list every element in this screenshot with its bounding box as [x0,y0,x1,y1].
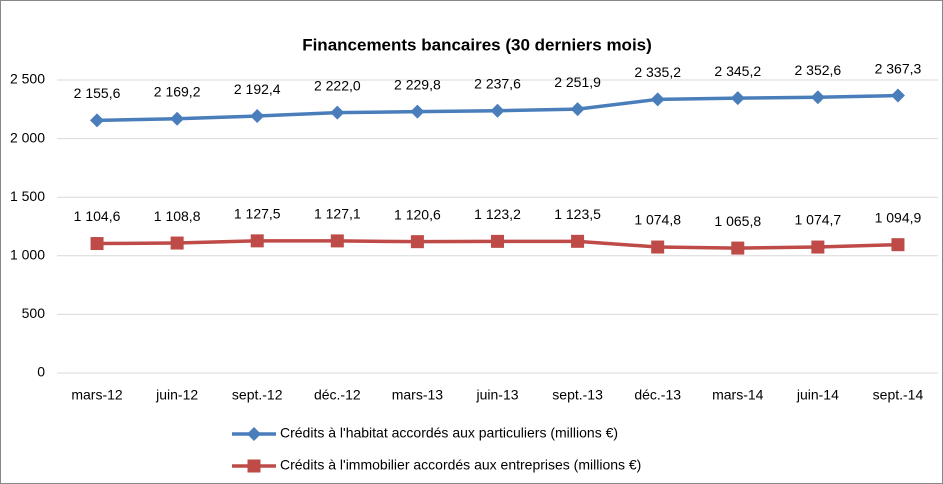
x-tick-label: mars-13 [392,387,444,403]
data-point [731,241,745,255]
data-point [811,240,825,254]
data-label: 1 094,9 [875,209,922,225]
data-label: 1 074,8 [634,212,681,228]
legend-label: Crédits à l'habitat accordés aux particu… [280,425,618,441]
data-point [410,235,424,249]
data-label: 1 127,5 [234,206,281,222]
data-label: 2 345,2 [714,63,761,79]
data-label: 1 123,2 [474,206,521,222]
legend-marker [247,459,261,473]
y-tick-label: 0 [37,364,45,380]
data-label: 1 120,6 [394,206,441,222]
chart-title: Financements bancaires (30 derniers mois… [302,35,652,54]
data-label: 2 335,2 [634,64,681,80]
legend-marker [247,427,261,441]
x-tick-label: déc.-12 [314,387,361,403]
y-tick-label: 2 500 [10,71,45,87]
data-label: 1 065,8 [714,213,761,229]
legend-label: Crédits à l'immobilier accordés aux entr… [280,457,641,473]
data-label: 2 367,3 [875,60,922,76]
x-tick-label: mars-12 [71,387,123,403]
data-label: 2 251,9 [554,74,601,90]
x-tick-label: juin-13 [475,387,518,403]
data-point [330,234,344,248]
data-point [170,236,184,250]
data-point [570,102,585,117]
data-label: 1 104,6 [74,208,121,224]
data-point [890,88,905,103]
data-point [90,113,105,128]
y-tick-label: 1 500 [10,188,45,204]
x-tick-label: sept.-14 [873,387,924,403]
data-label: 2 192,4 [234,81,281,97]
x-tick-label: déc.-13 [634,387,681,403]
data-point [810,90,825,105]
data-point [410,104,425,119]
y-tick-label: 1 000 [10,247,45,263]
data-point [330,105,345,120]
data-point [90,237,104,251]
x-tick-label: sept.-12 [232,387,283,403]
data-label: 2 155,6 [74,85,121,101]
data-point [490,103,505,118]
data-label: 1 074,7 [795,212,842,228]
data-point [250,109,265,124]
x-tick-label: sept.-13 [552,387,603,403]
data-point [491,234,504,248]
x-tick-label: mars-14 [712,387,764,403]
data-label: 1 123,5 [554,206,601,222]
data-label: 2 352,6 [795,62,842,78]
y-tick-label: 2 000 [10,129,45,145]
data-label: 2 169,2 [154,83,201,99]
data-point [730,91,745,106]
data-label: 1 108,8 [154,208,201,224]
data-label: 1 127,1 [314,206,361,222]
x-tick-label: juin-14 [796,387,839,403]
data-point [250,234,264,248]
data-point [571,234,585,248]
data-point [650,92,665,107]
data-point [170,111,185,126]
data-point [651,240,665,254]
x-tick-label: juin-12 [155,387,198,403]
data-label: 2 237,6 [474,75,521,91]
data-label: 2 222,0 [314,77,361,93]
data-label: 2 229,8 [394,76,441,92]
y-tick-label: 500 [22,305,46,321]
data-point [891,238,905,252]
